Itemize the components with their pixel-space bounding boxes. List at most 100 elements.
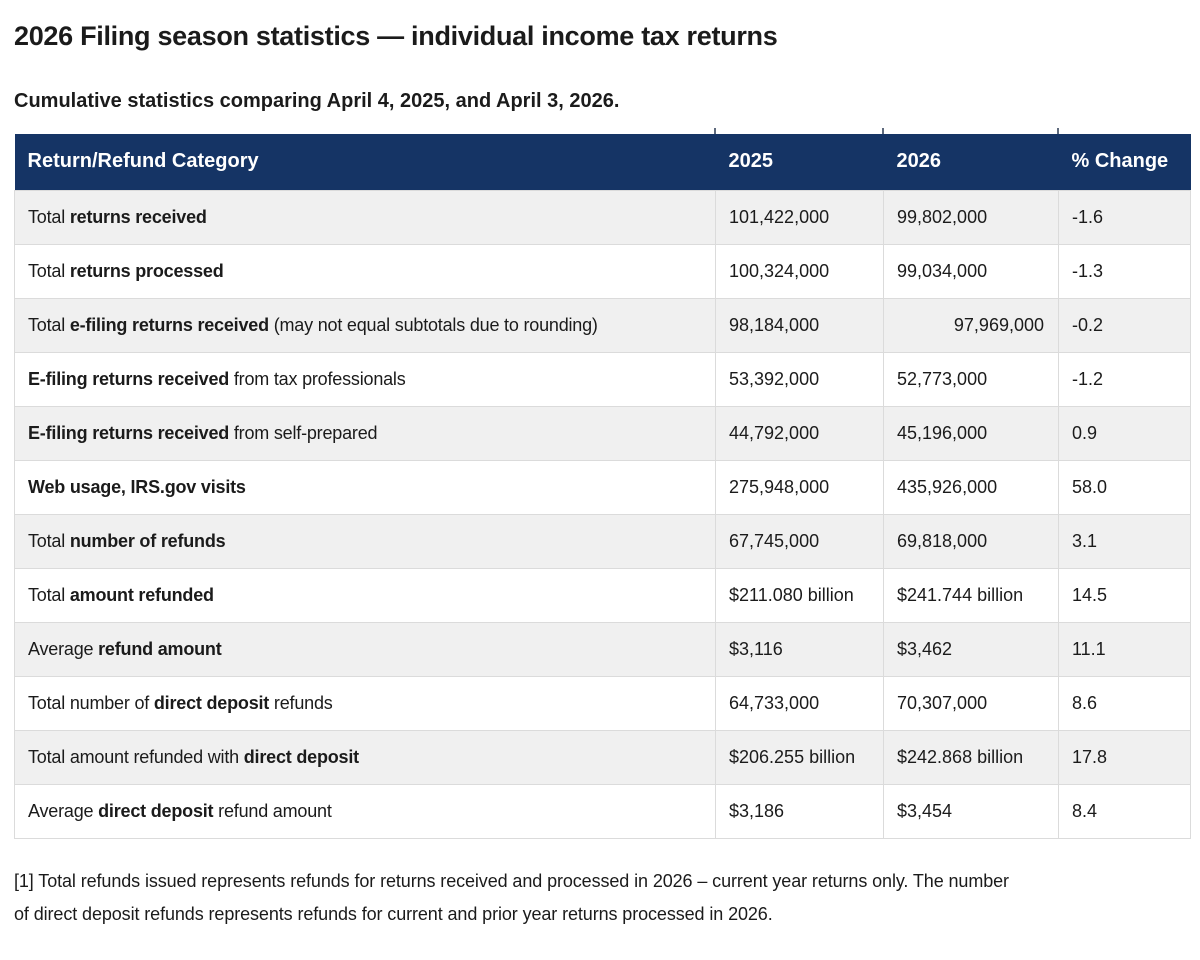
value-2026-cell: 99,802,000	[883, 189, 1059, 245]
value-2026-cell: 70,307,000	[883, 675, 1059, 731]
value-2026-cell: $3,462	[883, 621, 1059, 677]
value-2025-cell: $3,116	[715, 621, 884, 677]
table-row: E-filing returns received from tax profe…	[14, 351, 1191, 407]
value-2025-cell: 275,948,000	[715, 459, 884, 515]
value-2026-cell: 52,773,000	[883, 351, 1059, 407]
stats-table: Return/Refund Category 2025 2026 % Chang…	[14, 134, 1191, 839]
value-2025-cell: 53,392,000	[715, 351, 884, 407]
category-bold: number of refunds	[69, 530, 226, 551]
category-prefix: Total	[28, 260, 70, 281]
footnote-line-1: [1] Total refunds issued represents refu…	[14, 870, 1009, 891]
category-suffix: refunds	[269, 692, 333, 713]
category-cell: E-filing returns received from self-prep…	[14, 405, 716, 461]
pct-change-cell: -0.2	[1058, 297, 1191, 353]
pct-change-cell: 14.5	[1058, 567, 1191, 623]
page-subtitle: Cumulative statistics comparing April 4,…	[14, 90, 620, 112]
category-prefix: Total	[28, 530, 70, 551]
table-row: Average refund amount $3,116 $3,462 11.1	[14, 621, 1191, 677]
table-row: Total amount refunded with direct deposi…	[14, 729, 1191, 785]
value-2026-cell: 69,818,000	[883, 513, 1059, 569]
category-prefix: Total	[28, 314, 70, 335]
value-2026-cell: $241.744 billion	[883, 567, 1059, 623]
category-bold: Web usage, IRS.gov visits	[28, 476, 246, 497]
footnote-line-2: of direct deposit refunds represents ref…	[14, 903, 773, 924]
category-suffix: (may not equal subtotals due to rounding…	[268, 314, 598, 335]
value-2025-cell: 98,184,000	[715, 297, 884, 353]
category-cell: Total amount refunded with direct deposi…	[14, 729, 716, 785]
table-header-row: Return/Refund Category 2025 2026 % Chang…	[14, 134, 1191, 190]
category-bold: direct deposit	[243, 746, 359, 767]
value-2025-cell: 64,733,000	[715, 675, 884, 731]
value-2026-cell: 45,196,000	[883, 405, 1059, 461]
category-prefix: Average	[28, 800, 99, 821]
value-2026-cell: 97,969,000	[883, 297, 1059, 353]
pct-change-cell: 17.8	[1058, 729, 1191, 785]
category-cell: Web usage, IRS.gov visits	[14, 459, 716, 515]
col-header-pct-change: % Change	[1058, 134, 1191, 190]
pct-change-cell: -1.3	[1058, 243, 1191, 299]
category-prefix: Total amount refunded with	[28, 746, 244, 767]
column-tick	[1057, 128, 1059, 134]
col-header-2025: 2025	[715, 134, 884, 190]
category-bold: E-filing returns received	[28, 368, 230, 389]
value-2026-cell: 99,034,000	[883, 243, 1059, 299]
category-suffix: refund amount	[213, 800, 332, 821]
category-cell: Total e-filing returns received (may not…	[14, 297, 716, 353]
category-cell: Total number of refunds	[14, 513, 716, 569]
value-2025-cell: $211.080 billion	[715, 567, 884, 623]
category-prefix: Total	[28, 584, 70, 605]
category-cell: Average refund amount	[14, 621, 716, 677]
pct-change-cell: 8.6	[1058, 675, 1191, 731]
pct-change-cell: 58.0	[1058, 459, 1191, 515]
category-cell: Total returns received	[14, 189, 716, 245]
table-row: Total number of direct deposit refunds 6…	[14, 675, 1191, 731]
category-bold: returns received	[69, 206, 207, 227]
column-tick	[882, 128, 884, 134]
value-2025-cell: 101,422,000	[715, 189, 884, 245]
pct-change-cell: -1.2	[1058, 351, 1191, 407]
pct-change-cell: -1.6	[1058, 189, 1191, 245]
category-bold: returns processed	[69, 260, 224, 281]
table-row: Total e-filing returns received (may not…	[14, 297, 1191, 353]
stats-table-wrap: Return/Refund Category 2025 2026 % Chang…	[14, 128, 1191, 839]
category-bold: refund amount	[98, 638, 222, 659]
category-suffix: from tax professionals	[229, 368, 406, 389]
value-2025-cell: $206.255 billion	[715, 729, 884, 785]
table-row: Web usage, IRS.gov visits 275,948,000 43…	[14, 459, 1191, 515]
table-row: Total number of refunds 67,745,000 69,81…	[14, 513, 1191, 569]
table-row: Average direct deposit refund amount $3,…	[14, 783, 1191, 839]
pct-change-cell: 0.9	[1058, 405, 1191, 461]
category-bold: amount refunded	[69, 584, 214, 605]
page-title: 2026 Filing season statistics — individu…	[14, 21, 778, 51]
category-cell: Total returns processed	[14, 243, 716, 299]
col-header-2026: 2026	[883, 134, 1059, 190]
table-row: E-filing returns received from self-prep…	[14, 405, 1191, 461]
category-bold: direct deposit	[153, 692, 270, 713]
pct-change-cell: 3.1	[1058, 513, 1191, 569]
col-header-category: Return/Refund Category	[14, 134, 716, 190]
value-2026-cell: $3,454	[883, 783, 1059, 839]
value-2025-cell: 100,324,000	[715, 243, 884, 299]
table-body: Total returns received 101,422,000 99,80…	[14, 189, 1191, 839]
category-prefix: Total	[28, 206, 70, 227]
category-cell: E-filing returns received from tax profe…	[14, 351, 716, 407]
category-bold: E-filing returns received	[28, 422, 230, 443]
category-cell: Average direct deposit refund amount	[14, 783, 716, 839]
table-row: Total amount refunded $211.080 billion $…	[14, 567, 1191, 623]
category-bold: direct deposit	[98, 800, 214, 821]
table-row: Total returns processed 100,324,000 99,0…	[14, 243, 1191, 299]
category-cell: Total amount refunded	[14, 567, 716, 623]
value-2025-cell: 44,792,000	[715, 405, 884, 461]
value-2025-cell: $3,186	[715, 783, 884, 839]
category-prefix: Average	[28, 638, 99, 659]
value-2025-cell: 67,745,000	[715, 513, 884, 569]
pct-change-cell: 8.4	[1058, 783, 1191, 839]
footnote: [1] Total refunds issued represents refu…	[14, 865, 1186, 931]
value-2026-cell: $242.868 billion	[883, 729, 1059, 785]
value-2026-cell: 435,926,000	[883, 459, 1059, 515]
category-prefix: Total number of	[28, 692, 154, 713]
column-tick	[714, 128, 716, 134]
category-cell: Total number of direct deposit refunds	[14, 675, 716, 731]
category-bold: e-filing returns received	[69, 314, 269, 335]
